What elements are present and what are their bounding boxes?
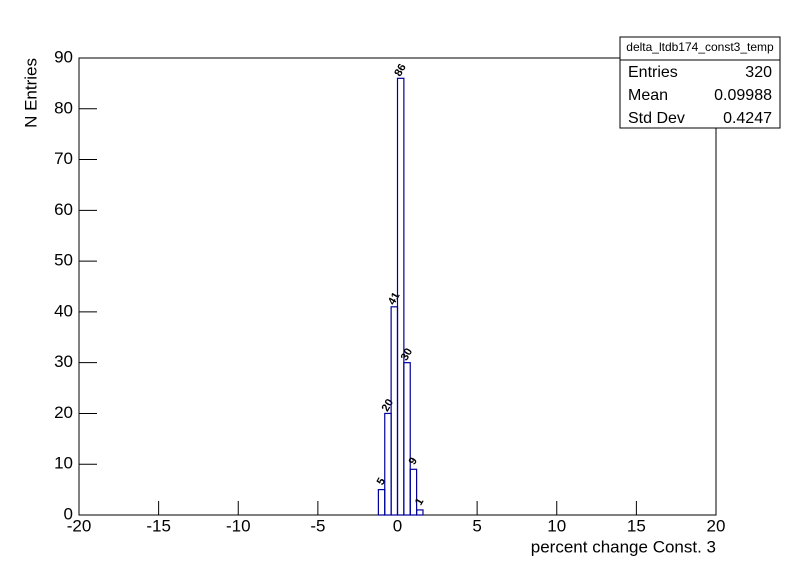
- x-tick-label: -5: [310, 516, 325, 535]
- y-tick-label: 40: [54, 301, 73, 320]
- x-tick-label: -15: [146, 516, 171, 535]
- bar: [416, 509, 424, 516]
- bar: [384, 412, 392, 516]
- data-label: 41: [386, 290, 403, 307]
- y-tick-label: 90: [54, 47, 73, 66]
- stats-label: Std Dev: [628, 110, 685, 127]
- stats-label: Mean: [628, 87, 668, 104]
- stats-box: delta_ltdb174_const3_temp Entries 320 Mean…: [619, 36, 781, 129]
- bar: [409, 468, 418, 516]
- stats-frame: [619, 36, 781, 129]
- x-tick-label: -10: [226, 516, 251, 535]
- data-label: 20: [380, 397, 397, 414]
- y-tick-label: 10: [54, 454, 73, 473]
- y-tick-label: 60: [54, 200, 73, 219]
- bar: [377, 489, 386, 516]
- x-tick-label: 10: [547, 516, 566, 535]
- stats-value: 0.4247: [723, 110, 772, 127]
- stats-value: 0.09988: [714, 87, 772, 104]
- data-label: 1: [413, 496, 426, 507]
- stats-value: 320: [745, 64, 772, 81]
- bar: [390, 306, 399, 516]
- x-axis-title: percent change Const. 3: [531, 537, 716, 556]
- y-tick-label: 30: [54, 352, 73, 371]
- y-tick-label: 50: [54, 251, 73, 270]
- data-label: 9: [407, 456, 420, 467]
- x-tick-label: -20: [67, 516, 92, 535]
- data-label: 86: [392, 62, 409, 79]
- y-tick-label: 0: [64, 504, 73, 523]
- stats-label: Entries: [628, 64, 678, 81]
- stats-title: delta_ltdb174_const3_temp: [626, 40, 774, 54]
- x-tick-label: 20: [707, 516, 726, 535]
- histogram: 5 20 41 86 30 9 1: [375, 62, 426, 516]
- y-axis-title: N Entries: [21, 58, 40, 128]
- x-tick-label: 5: [472, 516, 481, 535]
- bar: [396, 77, 405, 516]
- y-tick-label: 80: [54, 98, 73, 117]
- bar: [403, 362, 411, 516]
- y-tick-label: 70: [54, 149, 73, 168]
- data-label: 5: [375, 476, 388, 487]
- y-tick-label: 20: [54, 403, 73, 422]
- x-tick-label: 0: [393, 516, 402, 535]
- data-label: 30: [399, 346, 416, 363]
- x-tick-label: 15: [627, 516, 646, 535]
